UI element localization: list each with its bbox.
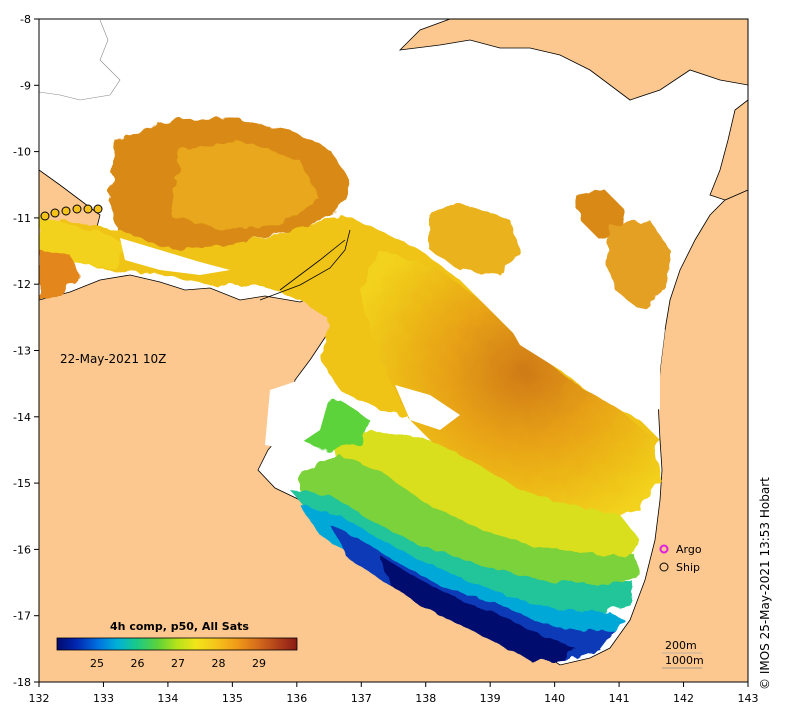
colorbar: 4h comp, p50, All Sats 25 26 27 28 29 — [56, 620, 298, 670]
new-guinea-land — [398, 19, 748, 101]
lon-tick-label: 135 — [222, 692, 243, 705]
lat-tick-label: -8 — [20, 13, 31, 26]
colorbar-title: 4h comp, p50, All Sats — [110, 620, 249, 633]
ship-symbol — [659, 562, 669, 572]
lon-tick-label: 142 — [673, 692, 694, 705]
colorbar-tick-label: 27 — [171, 657, 185, 670]
argo-symbol — [659, 544, 669, 554]
lat-tick-label: -12 — [13, 278, 31, 291]
ship-marker — [40, 211, 50, 221]
ship-marker — [72, 204, 82, 214]
colorbar-tick-label: 26 — [131, 657, 145, 670]
ship-marker — [61, 206, 71, 216]
legend: Argo Ship — [659, 543, 702, 574]
colorbar-scale — [56, 637, 298, 651]
lon-tick-label: 132 — [29, 692, 50, 705]
lat-tick-label: -14 — [13, 411, 31, 424]
sst-field — [39, 118, 670, 662]
ship-marker — [50, 208, 60, 218]
colorbar-tick-label: 29 — [252, 657, 266, 670]
lat-tick-label: -16 — [13, 543, 31, 556]
colorbar-tick-label: 28 — [212, 657, 226, 670]
border-lines — [39, 19, 121, 101]
lon-tick-label: 140 — [544, 692, 565, 705]
lon-tick-label: 137 — [351, 692, 372, 705]
lat-tick-label: -10 — [13, 146, 31, 159]
colorbar-tick-label: 25 — [90, 657, 104, 670]
ship-marker — [93, 204, 103, 214]
lon-tick-label: 133 — [93, 692, 114, 705]
ship-markers — [40, 204, 103, 221]
depth-legend: 200m 1000m — [662, 639, 704, 669]
legend-ship-label: Ship — [676, 561, 700, 574]
lat-tick-label: -18 — [13, 676, 31, 689]
lon-tick-label: 141 — [609, 692, 630, 705]
lon-axis: 132 133 134 135 136 137 138 139 140 141 142 143 — [29, 682, 759, 705]
lon-tick-label: 143 — [738, 692, 759, 705]
lat-tick-label: -9 — [20, 79, 31, 92]
lon-tick-label: 139 — [480, 692, 501, 705]
lon-tick-label: 136 — [286, 692, 307, 705]
cloud-mask — [120, 238, 665, 450]
lat-tick-label: -15 — [13, 477, 31, 490]
legend-argo-label: Argo — [676, 543, 702, 556]
ship-marker — [83, 204, 93, 214]
lat-tick-label: -11 — [13, 212, 31, 225]
cape-york-land — [709, 99, 748, 201]
lat-axis: -8 -9 -10 -11 -12 -13 -14 -15 -16 -17 -18 — [13, 13, 39, 689]
colorbar-ticks: 25 26 27 28 29 — [90, 657, 266, 670]
lat-tick-label: -13 — [13, 345, 31, 358]
lat-tick-label: -17 — [13, 610, 31, 623]
depth-label-1000: 1000m — [665, 654, 704, 667]
depth-label-200: 200m — [665, 639, 697, 652]
credit-text: © IMOS 25-May-2021 13:53 Hobart — [758, 477, 772, 690]
date-label: 22-May-2021 10Z — [60, 352, 166, 366]
lon-tick-label: 134 — [157, 692, 178, 705]
lon-tick-label: 138 — [415, 692, 436, 705]
